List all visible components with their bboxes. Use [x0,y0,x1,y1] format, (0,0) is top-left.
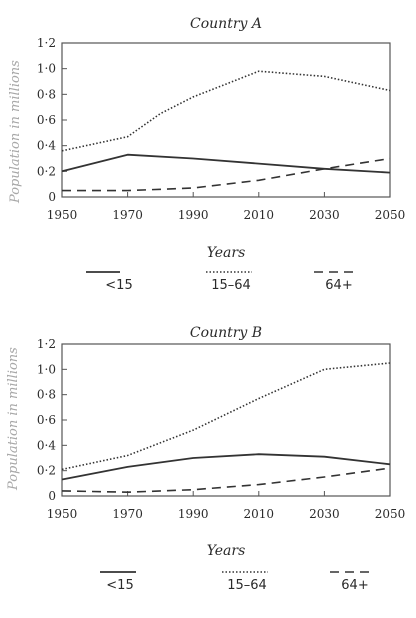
chart-title: Country B [189,325,263,341]
y-tick-label: 0·4 [37,139,56,153]
y-tick-label: 1·0 [37,62,56,76]
y-tick-label: 0·2 [37,164,56,178]
legend: <15 15–64 64+ [0,268,416,298]
legend: <15 15–64 64+ [0,568,416,598]
legend-item-15-64: 15–64 [206,268,286,296]
chart-panel-country-a: Country A Population in millions 0 0·2 0·4… [0,0,416,305]
x-tick-label: 2050 [375,507,406,521]
series-line-64-plus [61,467,391,493]
x-tick-label: 2030 [309,208,340,222]
legend-label: <15 [106,578,134,593]
y-tick-label: 1·2 [37,337,56,351]
x-tick-label: 1950 [47,507,78,521]
chart-panel-country-b: Country B Population in millions 0 0·2 0·4… [0,315,416,618]
x-axis-label: Years [206,543,246,559]
legend-label: 64+ [341,578,369,593]
y-tick-label: 0·4 [37,438,56,452]
plot-frame [61,42,391,198]
y-tick-label: 0·8 [37,87,56,101]
x-axis-label: Years [206,245,246,261]
y-tick-label: 0 [48,190,56,204]
x-tick-label: 2010 [244,507,275,521]
series-line-64-plus [62,157,391,192]
series-line-under-15 [61,153,391,174]
legend-label: <15 [105,278,133,293]
legend-item-under-15: <15 [84,268,164,296]
legend-label: 64+ [325,278,353,293]
x-tick-label: 2010 [244,208,275,222]
plot-area: 0 0·2 0·4 0·6 0·8 1·0 1·2 1950 1970 1990 2010 2030 2… [37,36,406,222]
x-tick-label: 1970 [112,507,143,521]
y-tick-label: 0·8 [37,388,56,402]
y-tick-label: 1·2 [37,36,56,50]
legend-item-64-plus: 64+ [314,268,394,296]
series-line-15-64 [61,70,391,152]
series-line-under-15 [61,453,391,481]
legend-item-under-15: <15 [100,568,180,596]
x-tick-label: 1990 [178,507,209,521]
legend-label: 15–64 [211,278,251,293]
x-tick-label: 1950 [47,208,78,222]
legend-label: 15–64 [227,578,267,593]
x-tick-label: 1970 [112,208,143,222]
y-tick-label: 1·0 [37,362,56,376]
series-line-15-64 [61,362,391,471]
x-tick-label: 2050 [375,208,406,222]
legend-item-15-64: 15–64 [222,568,302,596]
chart-title: Country A [190,16,262,32]
plot-frame [61,343,391,497]
legend-item-64-plus: 64+ [330,568,410,596]
y-tick-label: 0·2 [37,464,56,478]
y-tick-label: 0·6 [37,413,56,427]
x-tick-label: 2030 [309,507,340,521]
y-tick-label: 0·6 [37,113,56,127]
x-tick-label: 1990 [178,208,209,222]
y-tick-label: 0 [48,489,56,503]
plot-area: 0 0·2 0·4 0·6 0·8 1·0 1·2 1950 1970 1990 2010 2030 2… [37,337,406,521]
